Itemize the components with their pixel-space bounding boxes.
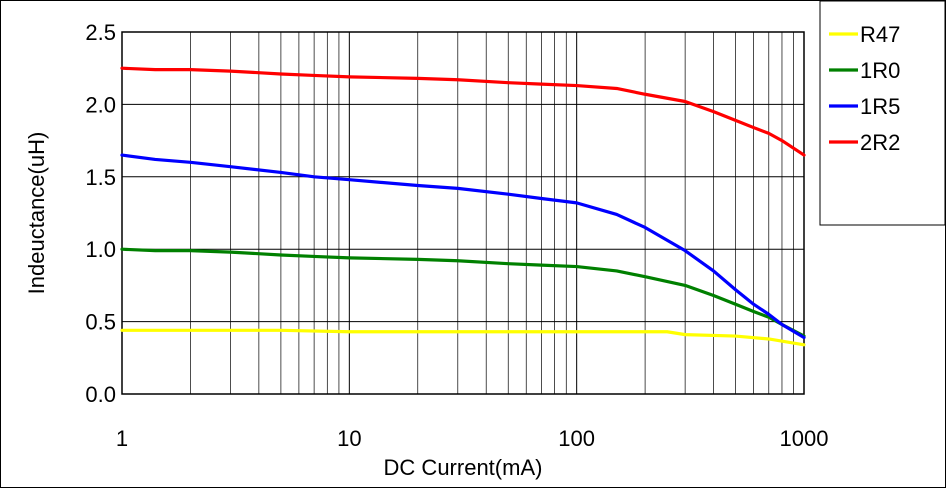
plot-area	[121, 31, 805, 395]
y-axis-title: Indeuctance(uH)	[24, 132, 49, 295]
legend: R47 1R0 1R5 2R2	[819, 0, 946, 226]
y-tick-label: 1.5	[85, 165, 116, 190]
y-tick-label: 0.0	[85, 382, 116, 407]
series-line-1r0	[120, 247, 806, 338]
series-line-r47	[120, 328, 806, 347]
x-tick-label: 1	[116, 426, 128, 451]
y-tick-label: 0.5	[85, 310, 116, 335]
major-gridlines	[121, 31, 805, 395]
legend-label: 1R5	[860, 94, 900, 119]
legend-label: 1R0	[860, 58, 900, 83]
y-tick-label: 2.0	[85, 92, 116, 117]
series-line-2r2	[120, 66, 806, 157]
x-tick-label: 100	[558, 426, 595, 451]
series-line-1r5	[120, 153, 806, 340]
legend-box	[819, 0, 946, 226]
y-tick-label: 2.5	[85, 20, 116, 45]
x-tick-label: 1000	[780, 426, 829, 451]
legend-label: 2R2	[860, 130, 900, 155]
x-tick-label: 10	[337, 426, 361, 451]
x-axis-title: DC Current(mA)	[384, 455, 543, 480]
x-tick-labels: 1 10 100 1000	[116, 426, 829, 451]
series-lines	[120, 66, 806, 347]
y-tick-label: 1.0	[85, 237, 116, 262]
legend-label: R47	[860, 22, 900, 47]
y-tick-labels: 0.0 0.5 1.0 1.5 2.0 2.5	[85, 20, 116, 407]
minor-gridlines	[190, 32, 794, 394]
